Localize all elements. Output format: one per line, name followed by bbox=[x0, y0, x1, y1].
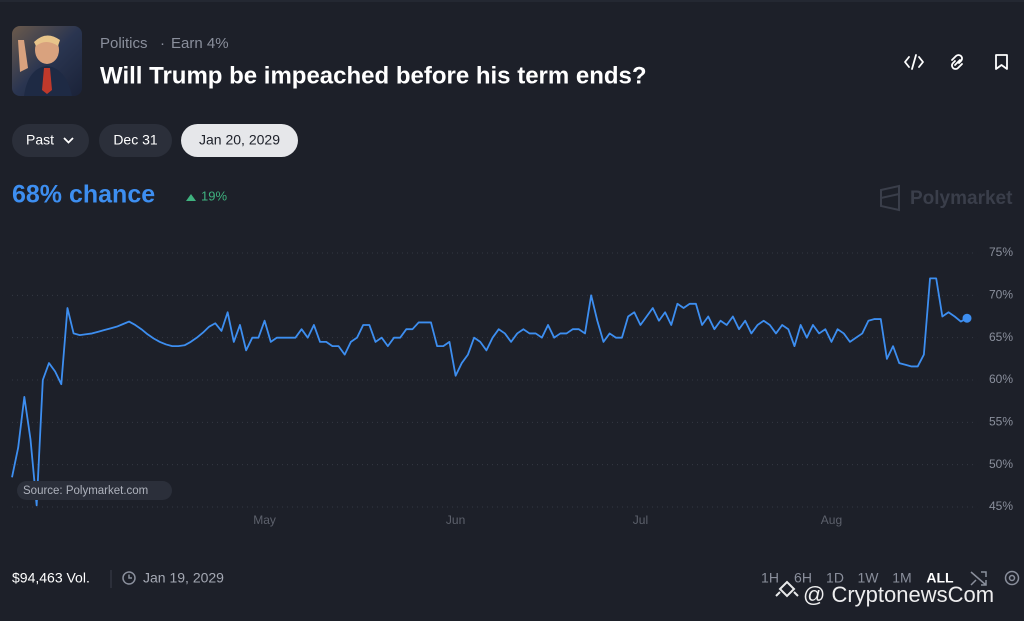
end-date: Jan 19, 2029 bbox=[143, 570, 224, 586]
x-tick-label: May bbox=[253, 513, 276, 527]
embed-icon[interactable] bbox=[904, 54, 924, 70]
settings-icon[interactable] bbox=[1004, 570, 1020, 586]
up-arrow bbox=[186, 194, 196, 201]
y-tick-label: 45% bbox=[989, 499, 1013, 513]
range-option[interactable]: ALL bbox=[926, 570, 954, 586]
price-chart: 75% 70% 65% 60% 55% 50% 45% May Jun Jul Aug bbox=[11, 245, 1013, 527]
tab-past[interactable] bbox=[12, 124, 89, 157]
tab-dec31[interactable] bbox=[99, 124, 172, 157]
watermark: @ CryptonewsCom bbox=[775, 580, 994, 607]
compare-icon[interactable] bbox=[970, 571, 987, 586]
brand-logo bbox=[880, 184, 900, 212]
range-selector: 1H 6H 1D 1W 1M ALL bbox=[761, 570, 954, 586]
watermark-text: @ CryptonewsCom bbox=[803, 582, 994, 607]
clock-icon bbox=[122, 571, 136, 585]
source-badge bbox=[17, 481, 172, 500]
volume: $94,463 Vol. bbox=[12, 570, 90, 586]
chance-headline: 68% chance bbox=[12, 181, 155, 209]
range-option[interactable]: 1D bbox=[826, 570, 844, 586]
range-option[interactable]: 1M bbox=[892, 570, 911, 586]
market-image bbox=[12, 26, 82, 96]
x-tick-label: Jul bbox=[633, 513, 648, 527]
y-tick-label: 75% bbox=[989, 245, 1013, 259]
y-tick-label: 55% bbox=[989, 415, 1013, 429]
reward: Earn 4% bbox=[171, 35, 229, 52]
price-line bbox=[11, 277, 968, 507]
x-tick-label: Jun bbox=[446, 513, 465, 527]
separator: · bbox=[160, 35, 165, 52]
y-tick-label: 65% bbox=[989, 330, 1013, 344]
market-title: Will Trump be impeached before his term … bbox=[100, 62, 647, 89]
tab-label: Past bbox=[26, 132, 54, 148]
tab-label: Jan 20, 2029 bbox=[199, 132, 280, 148]
range-option[interactable]: 1H bbox=[761, 570, 779, 586]
y-tick-label: 70% bbox=[989, 288, 1013, 302]
link-icon[interactable] bbox=[951, 54, 963, 70]
brand-name: Polymarket bbox=[910, 188, 1013, 209]
source: Source: Polymarket.com bbox=[23, 485, 148, 497]
chance-change: 19% bbox=[201, 188, 227, 203]
tab-label: Dec 31 bbox=[113, 132, 158, 148]
range-option[interactable]: 1W bbox=[858, 570, 880, 586]
x-tick-label: Aug bbox=[821, 513, 842, 527]
y-tick-label: 50% bbox=[989, 457, 1013, 471]
y-tick-label: 60% bbox=[989, 372, 1013, 386]
current-point bbox=[962, 313, 972, 323]
settings-icon-core bbox=[1008, 574, 1016, 582]
chevron bbox=[63, 137, 74, 144]
bookmark-icon[interactable] bbox=[995, 54, 1008, 70]
category: Politics bbox=[100, 35, 148, 52]
tab-selected[interactable] bbox=[181, 124, 298, 157]
range-option[interactable]: 6H bbox=[794, 570, 812, 586]
